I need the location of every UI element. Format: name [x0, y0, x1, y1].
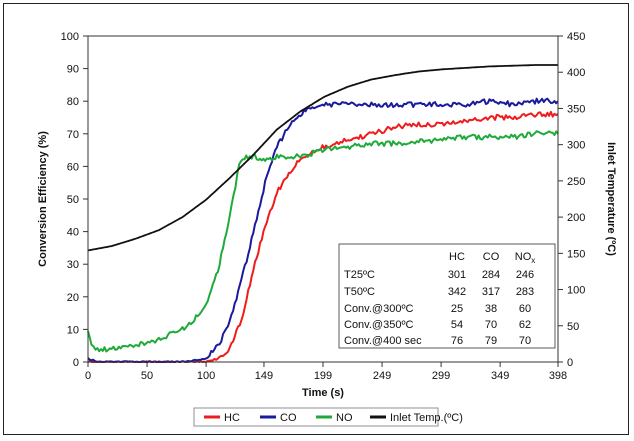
table-cell: 342: [448, 286, 466, 298]
legend-label: HC: [224, 412, 240, 424]
y2-tick-label: 450: [567, 31, 585, 43]
chart-svg: 0102030405060708090100050100150200250300…: [37, 31, 617, 427]
table-cell: 76: [451, 335, 463, 347]
x-tick-label: 249: [373, 370, 391, 382]
table-cell: 246: [516, 269, 534, 281]
y2-tick-label: 100: [567, 285, 585, 297]
y-tick-label: 50: [67, 194, 79, 206]
table-cell: 301: [448, 269, 466, 281]
x-tick-label: 149: [255, 370, 273, 382]
x-tick-label: 199: [314, 370, 332, 382]
legend: HC CO NO Inlet Temp.(ºC): [193, 407, 463, 427]
legend-label: NO: [336, 412, 353, 424]
y-tick-label: 70: [67, 129, 79, 141]
y-tick-label: 10: [67, 324, 79, 336]
x-axis-title: Time (s): [302, 387, 344, 399]
y-tick-label: 90: [67, 64, 79, 76]
table-header-co: CO: [483, 251, 500, 263]
table-row-label: T25ºC: [344, 269, 375, 281]
y-tick-label: 0: [73, 357, 79, 369]
table-cell: 284: [482, 269, 500, 281]
y-tick-label: 100: [61, 31, 79, 43]
table-row-label: T50ºC: [344, 286, 375, 298]
table-cell: 54: [451, 319, 463, 331]
y2-tick-label: 150: [567, 248, 585, 260]
y2-axis-title: Inlet Temperature (ºC): [605, 142, 617, 256]
legend-label: Inlet Temp.(ºC): [390, 412, 463, 424]
table-cell: 38: [485, 303, 497, 315]
summary-table: HC CO NOx T25ºC 301 284 246 T50ºC 342 31…: [338, 243, 556, 349]
y-tick-label: 40: [67, 227, 79, 239]
x-tick-label: 299: [432, 370, 450, 382]
y2-tick-label: 200: [567, 212, 585, 224]
y2-tick-label: 50: [567, 321, 579, 333]
y2-tick-label: 250: [567, 176, 585, 188]
table-header-hc: HC: [449, 251, 465, 263]
table-row-label: Conv.@300ºC: [344, 303, 413, 315]
table-row-label: Conv.@350ºC: [344, 319, 413, 331]
table-cell: 79: [485, 335, 497, 347]
table-cell: 70: [519, 335, 531, 347]
table-cell: 62: [519, 319, 531, 331]
x-tick-label: 100: [197, 370, 215, 382]
y-tick-label: 60: [67, 161, 79, 173]
series-line-inlet-temp-c: [87, 64, 558, 252]
table-header-nox: NOx: [515, 251, 536, 265]
y2-tick-label: 0: [567, 357, 573, 369]
table-cell: 60: [519, 303, 531, 315]
y2-tick-label: 400: [567, 67, 585, 79]
ticks-layer: 0102030405060708090100050100150200250300…: [61, 31, 586, 382]
y-tick-label: 80: [67, 96, 79, 108]
series-line-no: [87, 130, 559, 353]
x-tick-label: 50: [141, 370, 153, 382]
table-cell: 317: [482, 286, 500, 298]
y2-tick-label: 300: [567, 140, 585, 152]
table-row-label: Conv.@400 sec: [344, 335, 422, 347]
x-tick-label: 0: [85, 370, 91, 382]
table-box: [338, 243, 556, 349]
table-cell: 70: [485, 319, 497, 331]
x-tick-label: 398: [549, 370, 567, 382]
y-axis-title: Conversion Efficiency (%): [37, 131, 49, 267]
chart-frame: 0 10 20 30 40 50 60 70 80 90 100 0 50 100 150 200 250 300…: [3, 3, 629, 435]
legend-label: CO: [280, 412, 297, 424]
y-tick-label: 30: [67, 259, 79, 271]
x-tick-label: 349: [491, 370, 509, 382]
y2-tick-label: 350: [567, 103, 585, 115]
y-tick-label: 20: [67, 292, 79, 304]
table-cell: 283: [516, 286, 534, 298]
table-cell: 25: [451, 303, 463, 315]
